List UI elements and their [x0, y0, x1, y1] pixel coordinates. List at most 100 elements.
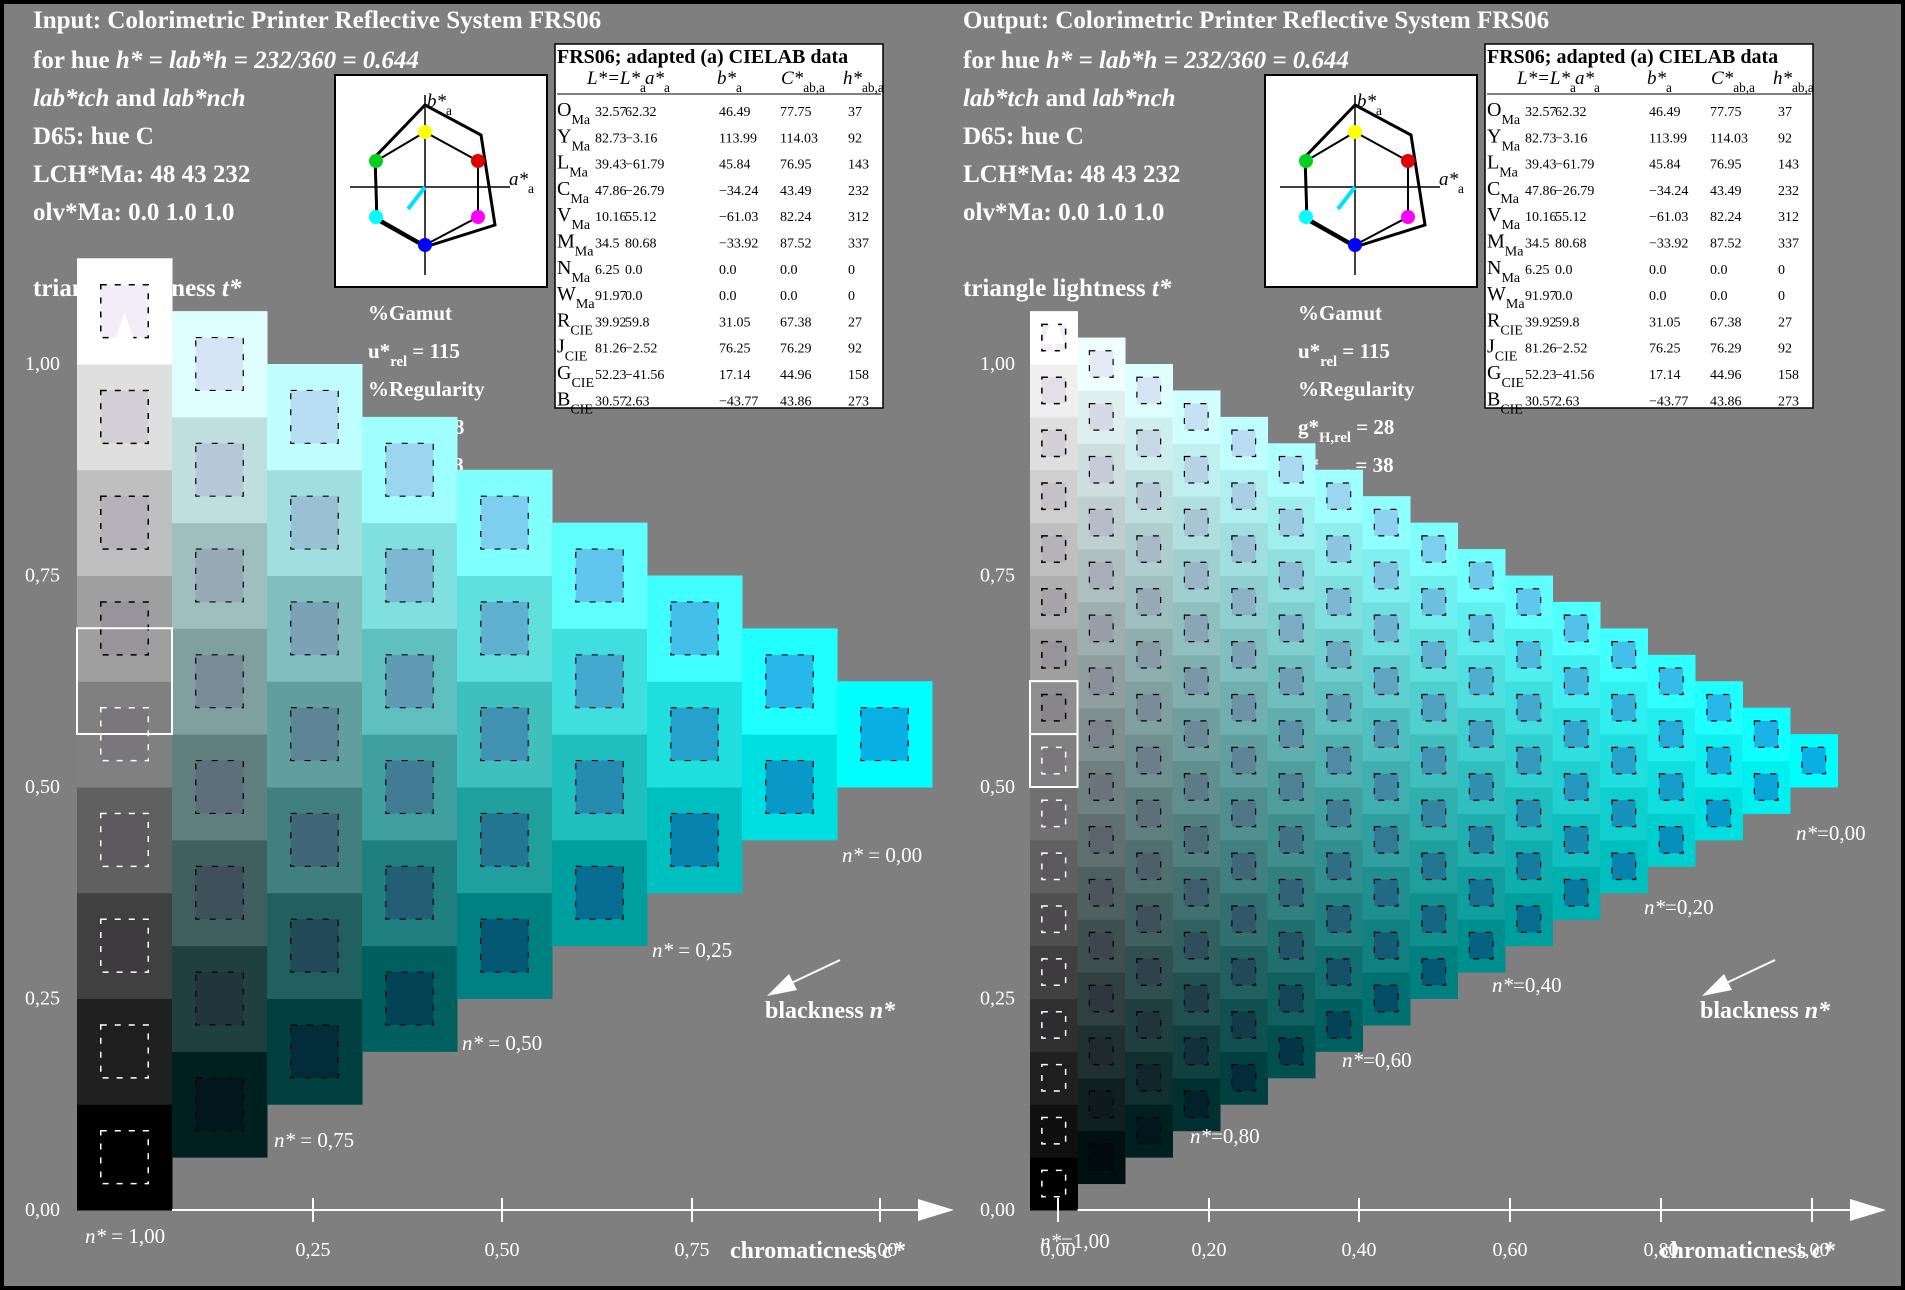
input-blackness-label: blackness n*	[765, 998, 896, 1024]
output-inner-sample	[1088, 1090, 1114, 1119]
input-title: Input: Colorimetric Printer Reflective S…	[33, 7, 601, 34]
output-a-axis-label: a*a	[1439, 169, 1464, 196]
output-table-row: MMa 34.5 80.68 −33.92 87.52 337	[1487, 231, 1799, 260]
output-inner-sample	[1041, 587, 1067, 616]
input-inner-sample	[100, 812, 149, 868]
output-inner-sample	[1136, 482, 1162, 511]
input-cell-b: 31.05	[719, 315, 751, 330]
output-cell-C: 0.0	[1710, 289, 1728, 304]
output-inner-sample	[1041, 1063, 1067, 1092]
output-inner-sample	[1516, 852, 1542, 881]
input-inner-sample	[575, 759, 624, 815]
input-inner-sample	[765, 654, 814, 709]
input-cell-a: −3.16	[625, 131, 657, 146]
input-table-row: WMa 91.970.0 0.0 0.0 0	[557, 283, 855, 312]
input-hue-diagram-frame	[334, 74, 548, 288]
output-cell-C: 43.49	[1710, 184, 1742, 199]
input-row-name: RCIE	[557, 309, 593, 338]
output-inner-sample	[1041, 535, 1067, 564]
output-row-name: JCIE	[1487, 336, 1517, 365]
output-triangle-chart: 0,00 0,25 0,50 0,75 1,00 0,00 0,20 0,40 0,60 0,80…	[980, 311, 1886, 1264]
input-cell-L: 10.16	[595, 210, 627, 225]
output-inner-sample	[1088, 826, 1114, 854]
input-inner-sample	[860, 707, 909, 762]
output-inner-sample	[1326, 958, 1352, 986]
output-inner-sample	[1183, 561, 1209, 590]
output-inner-sample	[1183, 878, 1209, 907]
output-inner-sample	[1801, 746, 1827, 775]
output-hue-vector	[1336, 185, 1357, 211]
input-point-magenta	[471, 210, 485, 224]
output-inner-sample	[1373, 508, 1399, 537]
input-cell-b: 45.84	[719, 158, 751, 173]
output-cell-C: 0.0	[1710, 263, 1728, 278]
output-tch-line: lab*tch and lab*nch	[963, 85, 1176, 112]
output-x-tick-label: 0,00	[1041, 1239, 1076, 1261]
output-t-axis-arrow	[1042, 312, 1065, 344]
output-inner-sample	[1183, 614, 1209, 643]
input-inner-sample	[195, 654, 244, 709]
output-row-name: WMa	[1487, 283, 1525, 312]
input-inner-sample	[385, 654, 434, 709]
output-cell-C: 77.75	[1710, 105, 1742, 120]
output-inner-sample	[1373, 931, 1399, 960]
input-hue-vector	[406, 185, 427, 211]
output-table-header: L*=L*a a*a b*a C*ab,a h*ab,a	[1516, 68, 1814, 95]
output-cell-C: 44.96	[1710, 368, 1742, 383]
output-inner-sample	[1278, 931, 1304, 960]
output-hdr-b: b*a	[1647, 68, 1672, 95]
output-inner-sample	[1183, 720, 1209, 748]
input-cell-h: 0	[848, 289, 855, 304]
input-cell-C: 77.75	[780, 105, 812, 120]
output-inner-sample	[1088, 878, 1114, 907]
output-header: Output: Colorimetric Printer Reflective …	[963, 7, 1549, 302]
output-cell-b: 31.05	[1649, 315, 1681, 330]
output-inner-sample	[1136, 1011, 1162, 1039]
output-g-h-rel-label: g*H,rel = 28	[1298, 415, 1394, 446]
output-inner-sample	[1183, 1037, 1209, 1066]
input-c-axis-arrow	[918, 1199, 954, 1221]
output-inner-sample	[1753, 773, 1779, 801]
input-hdr-b: b*a	[717, 68, 742, 95]
output-inner-sample	[1041, 429, 1067, 458]
output-cell-a: −2.52	[1555, 342, 1587, 357]
input-cell-a: −2.52	[625, 342, 657, 357]
output-inner-sample	[1468, 826, 1494, 854]
input-x-tick-label: 0,25	[296, 1239, 331, 1261]
output-inner-sample	[1706, 799, 1732, 828]
input-cell-h: 92	[848, 131, 862, 146]
input-cell-C: 114.03	[780, 131, 818, 146]
input-cell-a: 59.8	[625, 315, 650, 330]
output-y-tick-label: 0,50	[980, 776, 1015, 798]
input-cell-b: −61.03	[719, 210, 758, 225]
output-cell-h: 312	[1778, 210, 1799, 225]
output-x-tick-label: 0,20	[1192, 1239, 1227, 1261]
output-inner-sample	[1468, 614, 1494, 643]
output-x-tick-label: 1,00	[1795, 1239, 1830, 1261]
input-inner-sample	[575, 548, 624, 603]
output-row-name: OMa	[1487, 99, 1521, 128]
output-inner-sample	[1041, 746, 1067, 775]
output-row-name: GCIE	[1487, 362, 1524, 391]
output-inner-sample	[1516, 746, 1542, 775]
output-inner-sample	[1563, 667, 1589, 696]
output-inner-sample	[1136, 429, 1162, 458]
input-regularity-label: %Regularity	[368, 377, 485, 401]
input-d65-line: D65: hue C	[33, 123, 154, 150]
output-inner-sample	[1231, 693, 1257, 722]
output-cell-L: 6.25	[1525, 263, 1550, 278]
output-row-name: MMa	[1487, 231, 1524, 260]
input-gamut-label: %Gamut	[368, 301, 452, 325]
input-inner-sample	[480, 495, 529, 550]
output-cell-h: 92	[1778, 131, 1792, 146]
input-cell-C: 43.49	[780, 184, 812, 199]
input-cell-L: 39.43	[595, 158, 627, 173]
input-row-name: GCIE	[557, 362, 594, 391]
input-inner-sample	[195, 336, 244, 392]
output-blackness-arrow-head	[1702, 974, 1732, 996]
input-inner-sample	[480, 812, 529, 867]
output-inner-sample	[1136, 535, 1162, 563]
input-y-tick-label: 0,25	[25, 988, 60, 1010]
output-row-name: CMa	[1487, 178, 1520, 207]
